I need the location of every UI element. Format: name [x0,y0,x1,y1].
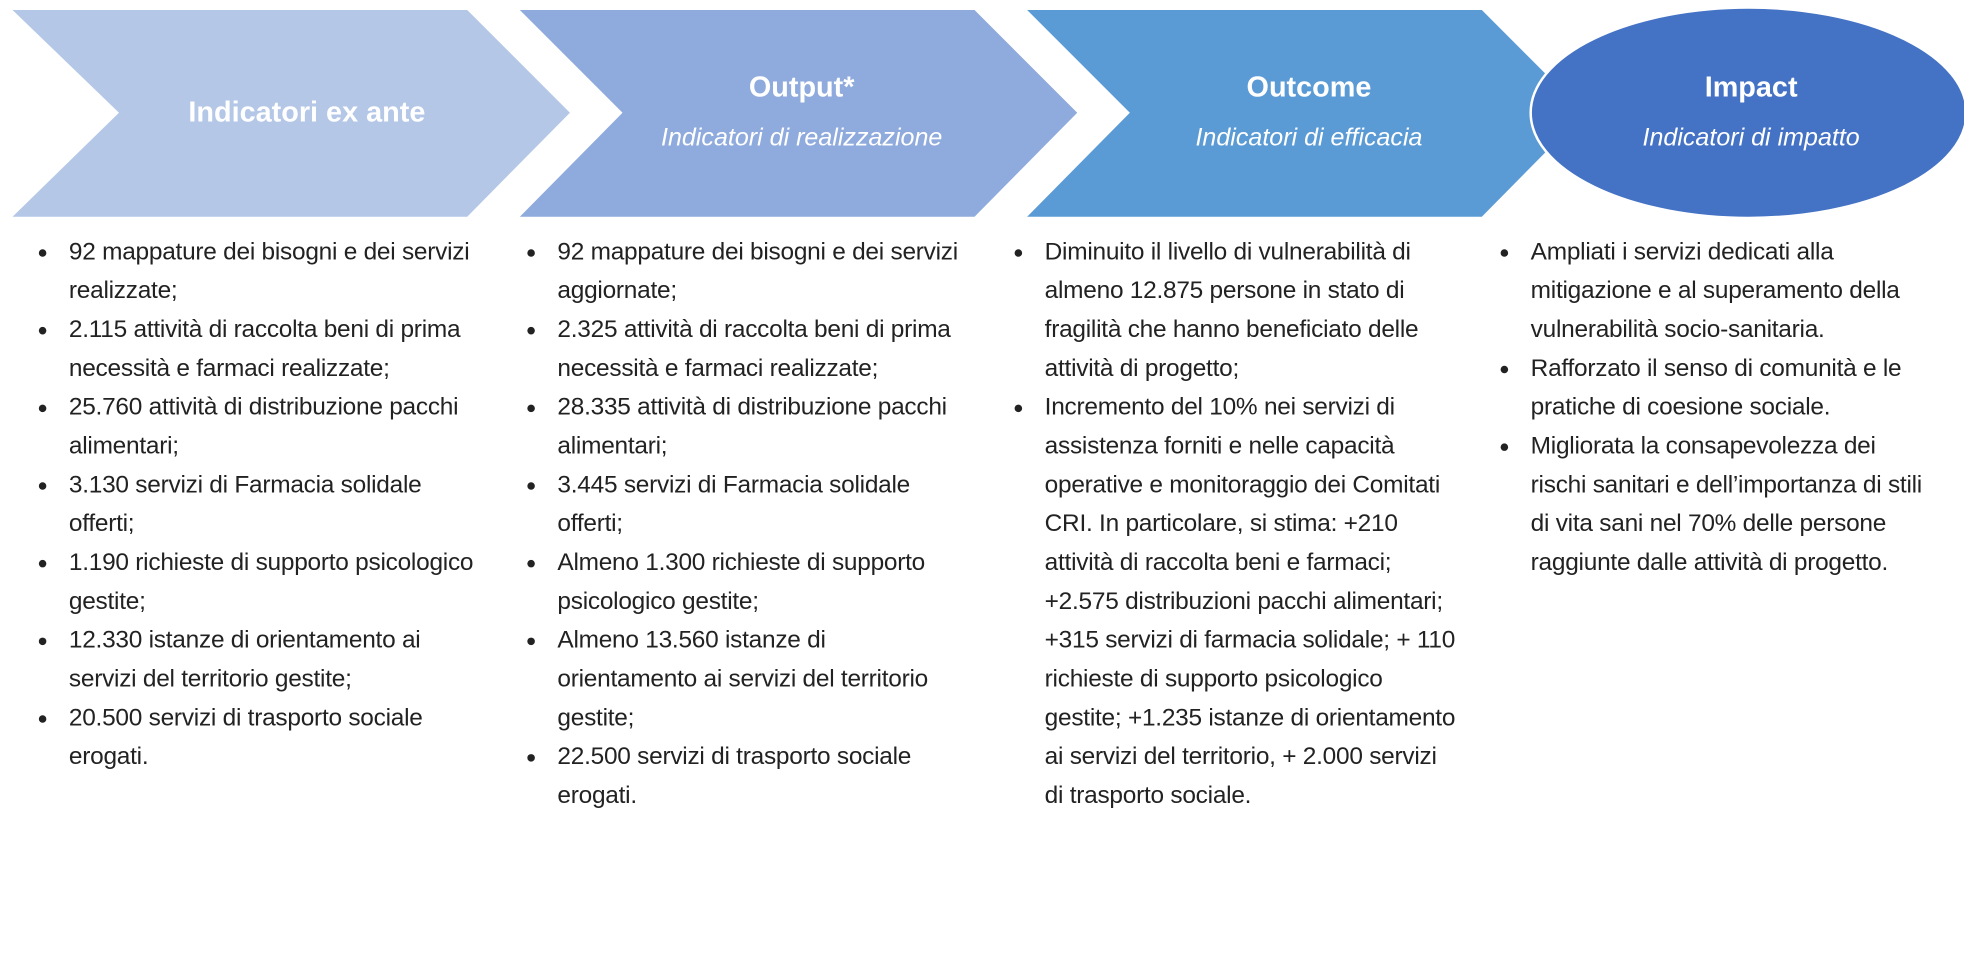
chevron [519,10,1078,217]
list-item: 22.500 servizi di trasporto sociale erog… [550,738,967,816]
chevron [1027,10,1585,217]
title: Impact [1704,70,1798,103]
list-item: Incremento del 10% nei servizi di assist… [1037,388,1459,815]
list: Ampliati i servizi dedicati alla mitigaz… [1496,233,1937,582]
list-item: 92 mappature dei bisogni e dei servizi r… [61,233,478,311]
list-item: 1.190 richieste di supporto psicologico … [61,544,478,622]
header: Impact Indicatori di impatto [1563,70,1939,153]
subtitle: Indicatori di impatto [1642,124,1860,152]
list-item: 12.330 istanze di orientamento ai serviz… [61,621,478,699]
list-item: 25.760 attività di distribuzione pacchi … [61,388,478,466]
header: Outcome Indicatori di efficacia [1121,70,1497,153]
list-item: Diminuito il livello di vulnerabilità di… [1037,233,1459,388]
list: 92 mappature dei bisogni e dei servizi r… [34,233,479,777]
list-item: Migliorata la consapevolezza dei rischi … [1523,427,1936,582]
subtitle: Indicatori di efficacia [1195,124,1423,152]
title: Outcome [1246,70,1372,103]
list-item: 3.445 servizi di Farmacia solidale offer… [550,466,967,544]
title: Indicatori ex ante [188,95,426,128]
list-item: 28.335 attività di distribuzione pacchi … [550,388,967,466]
list-item: 3.130 servizi di Farmacia solidale offer… [61,466,478,544]
list-item: 92 mappature dei bisogni e dei servizi a… [550,233,967,311]
subtitle: Indicatori di realizzazione [661,124,943,152]
list: 92 mappature dei bisogni e dei servizi a… [522,233,967,815]
list-item: Ampliati i servizi dedicati alla mitigaz… [1523,233,1936,349]
list-item: 2.325 attività di raccolta beni di prima… [550,311,967,389]
list-item: 2.115 attività di raccolta beni di prima… [61,311,478,389]
list: Diminuito il livello di vulnerabilità di… [1010,233,1460,815]
chevron [12,10,570,217]
list-item: 20.500 servizi di trasporto sociale erog… [61,699,478,777]
header: Output* Indicatori di realizzazione [614,70,990,153]
list-item: Almeno 13.560 istanze di orientamento ai… [550,621,967,737]
list-item: Almeno 1.300 richieste di supporto psico… [550,544,967,622]
header: Indicatori ex ante [119,95,495,129]
list-item: Rafforzato il senso di comunità e le pra… [1523,349,1936,427]
ellipse [1529,6,1964,220]
title: Output* [748,70,855,103]
